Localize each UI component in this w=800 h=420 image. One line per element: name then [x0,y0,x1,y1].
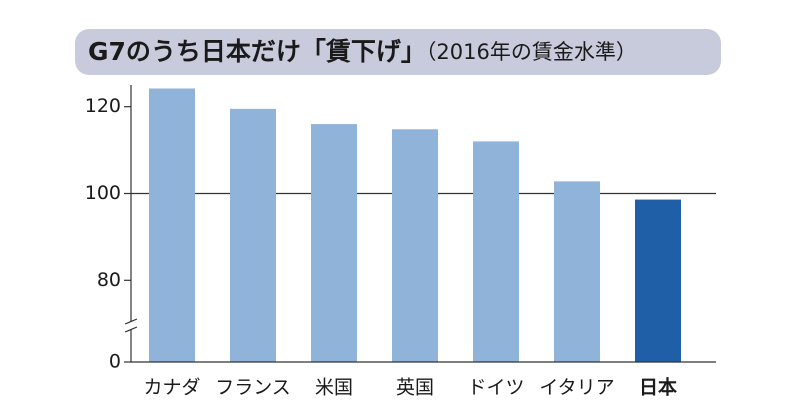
bar [311,124,357,362]
title-text: G7のうち日本だけ「賃下げ」 [88,37,426,66]
title-box [75,29,721,75]
bar [392,129,438,362]
y-tick-label: 120 [85,95,121,117]
chart-title: G7のうち日本だけ「賃下げ」（2016年の賃金水準） [88,37,637,66]
x-tick-label: 米国 [315,377,353,399]
x-tick-label: 日本 [639,376,677,399]
x-tick-label: ドイツ [467,377,524,399]
bar [230,108,276,363]
y-tick-label: 80 [97,269,121,291]
y-tick-label: 100 [85,182,121,204]
bar [149,88,195,363]
plot-area: カナダ フランス 米国 英国 ドイツ イタリア 日本 0 80 100 120 [85,85,716,399]
axis-break [124,318,138,325]
bar [635,199,681,362]
bar [554,181,600,362]
x-tick-label: カナダ [143,377,200,399]
bar [473,141,519,362]
y-tick-label: 0 [109,351,121,373]
x-tick-label: 英国 [396,377,434,399]
x-tick-label: イタリア [539,377,614,399]
axis-break [124,326,138,333]
x-tick-label: フランス [215,377,291,399]
subtitle-text: （2016年の賃金水準） [426,40,637,64]
